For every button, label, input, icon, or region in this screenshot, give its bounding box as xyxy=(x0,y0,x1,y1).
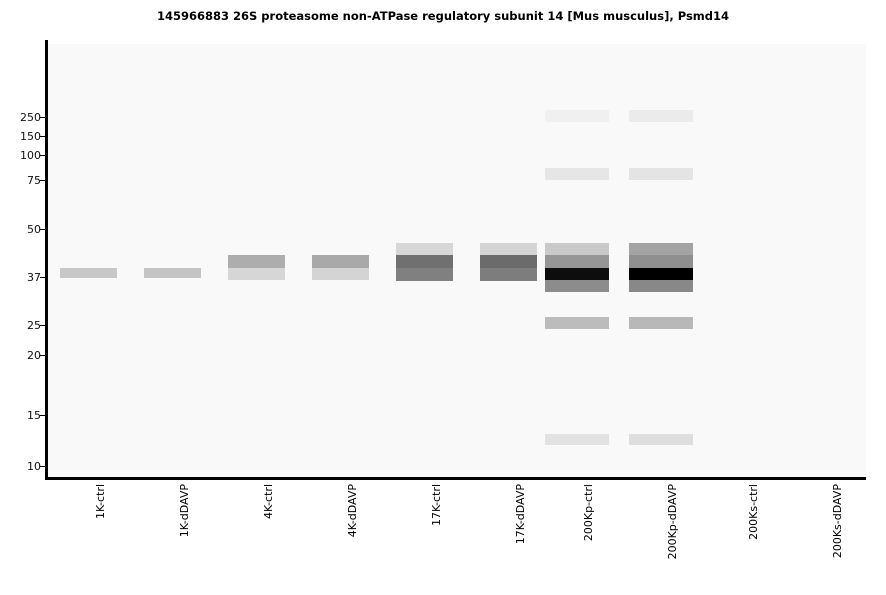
gel-band xyxy=(629,317,693,329)
y-axis-tick xyxy=(40,155,45,156)
gel-band xyxy=(545,317,609,329)
x-axis-tick-label: 17K-ctrl xyxy=(429,484,443,526)
gel-band xyxy=(629,110,693,122)
y-axis-tick xyxy=(40,415,45,416)
gel-lane xyxy=(545,44,609,477)
gel-band xyxy=(629,255,693,268)
gel-lane xyxy=(144,44,201,477)
x-axis-tick-label: 1K-ctrl xyxy=(93,484,107,519)
x-axis-tick-label: 1K-dDAVP xyxy=(177,484,191,538)
gel-lane xyxy=(713,44,770,477)
y-axis-tick-label: 25 xyxy=(27,319,41,332)
gel-lane xyxy=(60,44,117,477)
gel-lane xyxy=(797,44,854,477)
gel-band xyxy=(545,168,609,180)
y-axis-tick xyxy=(40,355,45,356)
x-axis-tick-label: 4K-dDAVP xyxy=(345,484,359,538)
gel-band xyxy=(629,168,693,180)
y-axis-tick xyxy=(40,117,45,118)
gel-band xyxy=(545,268,609,280)
y-axis-tick xyxy=(40,180,45,181)
gel-band xyxy=(545,243,609,255)
gel-band xyxy=(228,268,285,280)
gel-band xyxy=(396,243,453,255)
gel-band xyxy=(629,280,693,292)
y-axis-tick xyxy=(40,466,45,467)
x-axis-tick-label: 17K-dDAVP xyxy=(513,484,527,545)
y-axis-tick-label: 250 xyxy=(20,111,41,124)
gel-band xyxy=(545,280,609,292)
y-axis-tick-label: 20 xyxy=(27,349,41,362)
y-axis-labels: 250 150 100 75 50 37 25 20 15 10 xyxy=(5,0,41,595)
gel-band xyxy=(545,110,609,122)
y-axis-tick xyxy=(40,325,45,326)
gel-band xyxy=(312,255,369,268)
gel-band xyxy=(480,268,537,281)
gel-band xyxy=(480,243,537,255)
gel-band xyxy=(144,268,201,278)
x-axis-spine xyxy=(45,477,866,480)
y-axis-tick-label: 50 xyxy=(27,223,41,236)
gel-band xyxy=(228,255,285,268)
y-axis-tick-label: 37 xyxy=(27,271,41,284)
gel-band xyxy=(396,268,453,281)
gel-band xyxy=(629,434,693,445)
y-axis-spine xyxy=(45,40,48,480)
y-axis-tick-label: 150 xyxy=(20,130,41,143)
gel-plot-area xyxy=(48,44,866,477)
y-axis-tick-label: 100 xyxy=(20,149,41,162)
gel-lane xyxy=(396,44,453,477)
y-axis-tick xyxy=(40,136,45,137)
y-axis-tick-label: 10 xyxy=(27,460,41,473)
gel-band xyxy=(60,268,117,278)
y-axis-tick-label: 15 xyxy=(27,409,41,422)
x-axis-tick-label: 200Ks-ctrl xyxy=(746,484,760,540)
gel-lane xyxy=(228,44,285,477)
gel-band xyxy=(480,255,537,268)
gel-band xyxy=(312,268,369,280)
gel-lane xyxy=(312,44,369,477)
y-axis-tick xyxy=(40,277,45,278)
gel-lane xyxy=(480,44,537,477)
gel-band xyxy=(396,255,453,268)
gel-band xyxy=(545,255,609,268)
gel-lane xyxy=(629,44,693,477)
x-axis-tick-label: 200Ks-dDAVP xyxy=(830,484,844,559)
x-axis-tick-label: 200Kp-ctrl xyxy=(582,484,595,542)
y-axis-tick xyxy=(40,229,45,230)
gel-band xyxy=(629,243,693,255)
gel-band xyxy=(629,268,693,280)
x-axis-tick-label: 4K-ctrl xyxy=(261,484,275,519)
y-axis-tick-label: 75 xyxy=(27,174,41,187)
page-title: 145966883 26S proteasome non-ATPase regu… xyxy=(156,9,730,23)
x-axis-tick-label: 200Kp-dDAVP xyxy=(666,484,679,560)
gel-band xyxy=(545,434,609,445)
